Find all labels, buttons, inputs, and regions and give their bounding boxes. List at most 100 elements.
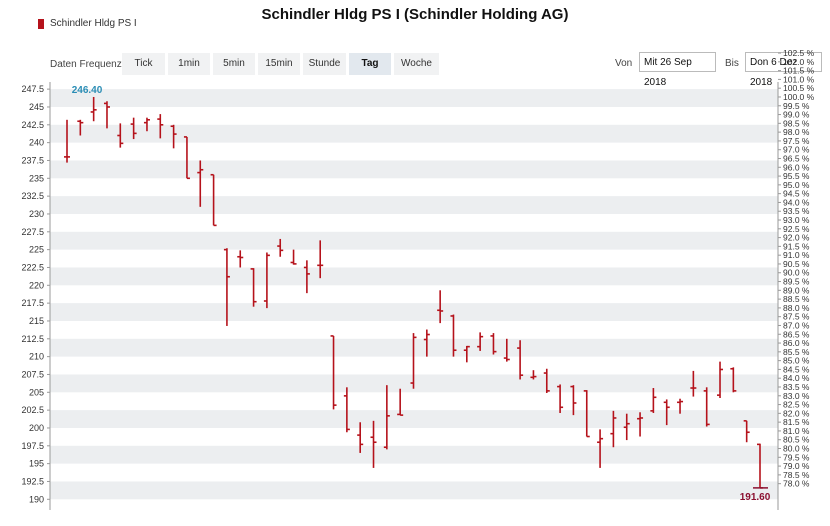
pct-tick-label: 102.5 % xyxy=(783,48,815,58)
y-tick-label: 232.5 xyxy=(21,191,44,201)
from-date-input[interactable]: Mit 26 Sep 2018 xyxy=(639,52,716,88)
to-date-input[interactable]: Don 6 Dez 2018 xyxy=(745,52,822,88)
grid-band xyxy=(50,160,778,179)
ohlc-bar xyxy=(183,136,190,180)
pct-tick-label: 89.0 % xyxy=(783,285,810,295)
y-tick-label: 200 xyxy=(29,423,44,433)
y-tick-label: 245 xyxy=(29,102,44,112)
ohlc-bar xyxy=(64,119,70,163)
grid-band xyxy=(50,124,778,143)
y-tick-label: 215 xyxy=(29,316,44,326)
ohlc-bar xyxy=(517,340,524,380)
y-tick-label: 225 xyxy=(29,245,44,255)
ohlc-bar xyxy=(383,385,390,450)
y-tick-label: 210 xyxy=(29,352,44,362)
pct-tick-label: 96.0 % xyxy=(783,162,810,172)
ohlc-bar xyxy=(677,398,684,414)
grid-band xyxy=(50,196,778,214)
min-value-label: 191.60 xyxy=(740,492,771,503)
legend-swatch xyxy=(38,18,44,29)
pct-tick-label: 86.0 % xyxy=(783,338,810,348)
ohlc-bar xyxy=(157,114,164,139)
pct-tick-label: 79.5 % xyxy=(783,452,810,462)
pct-tick-label: 87.5 % xyxy=(783,312,810,322)
pct-tick-label: 88.0 % xyxy=(783,303,810,313)
ohlc-bar xyxy=(77,119,84,136)
max-value-label: 246.40 xyxy=(72,85,103,96)
ohlc-bar xyxy=(503,338,510,362)
grid-band xyxy=(50,445,778,464)
pct-tick-label: 86.5 % xyxy=(783,329,810,339)
ohlc-bar xyxy=(450,314,457,357)
pct-tick-label: 82.0 % xyxy=(783,408,810,418)
ohlc-bar xyxy=(637,412,644,437)
ohlc-bar xyxy=(570,385,577,416)
y-tick-label: 202.5 xyxy=(21,405,44,415)
frequency-label: Daten Frequenz xyxy=(50,59,122,70)
frequency-tabs: Tick 1min 5min 15min Stunde Tag Woche xyxy=(122,53,439,75)
pct-tick-label: 78.0 % xyxy=(783,479,810,489)
tab-woche[interactable]: Woche xyxy=(394,53,439,75)
tab-15min[interactable]: 15min xyxy=(258,53,300,75)
ohlc-bar xyxy=(410,333,417,389)
ohlc-bar xyxy=(117,123,124,148)
tab-stunde[interactable]: Stunde xyxy=(303,53,346,75)
ohlc-bar xyxy=(370,420,377,468)
ohlc-bar xyxy=(530,370,537,380)
tab-1min[interactable]: 1min xyxy=(168,53,210,75)
y-tick-label: 247.5 xyxy=(21,84,44,94)
ohlc-bar xyxy=(290,249,297,265)
pct-tick-label: 99.5 % xyxy=(783,101,810,111)
to-label: Bis xyxy=(725,58,739,69)
ohlc-bar xyxy=(397,388,404,416)
y-tick-label: 205 xyxy=(29,387,44,397)
ohlc-bar xyxy=(490,333,497,355)
pct-tick-label: 97.0 % xyxy=(783,145,810,155)
y-tick-label: 212.5 xyxy=(21,334,44,344)
ohlc-bar xyxy=(250,268,257,307)
y-tick-label: 195 xyxy=(29,459,44,469)
pct-tick-label: 100.5 % xyxy=(783,83,815,93)
ohlc-bar xyxy=(703,387,710,427)
ohlc-bar xyxy=(477,332,484,351)
pct-tick-label: 89.5 % xyxy=(783,277,810,287)
y-tick-label: 240 xyxy=(29,138,44,148)
tab-5min[interactable]: 5min xyxy=(213,53,255,75)
pct-tick-label: 100.0 % xyxy=(783,92,815,102)
pct-tick-label: 84.5 % xyxy=(783,364,810,374)
ohlc-bar xyxy=(143,117,150,132)
ohlc-bar xyxy=(557,384,564,413)
ohlc-bar xyxy=(277,238,284,257)
y-tick-label: 242.5 xyxy=(21,120,44,130)
pct-tick-label: 83.5 % xyxy=(783,382,810,392)
grid-band xyxy=(50,481,778,500)
ohlc-bar xyxy=(303,260,310,294)
tab-tag[interactable]: Tag xyxy=(349,53,391,75)
ohlc-bar xyxy=(197,160,204,207)
ohlc-bar xyxy=(423,329,430,357)
ohlc-bar xyxy=(330,335,337,410)
pct-tick-label: 85.0 % xyxy=(783,356,810,366)
y-tick-label: 230 xyxy=(29,209,44,219)
ohlc-bar xyxy=(717,361,724,399)
ohlc-bar xyxy=(730,367,737,393)
y-tick-label: 190 xyxy=(29,494,44,504)
ohlc-bar xyxy=(170,124,177,149)
tab-tick[interactable]: Tick xyxy=(122,53,165,75)
pct-tick-label: 82.5 % xyxy=(783,400,810,410)
ohlc-bar xyxy=(103,101,110,129)
ohlc-bar xyxy=(343,387,350,433)
y-tick-label: 192.5 xyxy=(21,476,44,486)
legend: Schindler Hldg PS I xyxy=(38,18,137,29)
y-tick-label: 237.5 xyxy=(21,155,44,165)
ohlc-bar xyxy=(357,422,364,453)
pct-tick-label: 81.0 % xyxy=(783,426,810,436)
pct-tick-label: 84.0 % xyxy=(783,373,810,383)
ohlc-bar xyxy=(623,413,630,441)
ohlc-bar xyxy=(223,248,230,326)
ohlc-bar xyxy=(743,420,750,443)
grid-band xyxy=(50,303,778,321)
ohlc-bar xyxy=(437,290,444,324)
ohlc-bar xyxy=(583,390,590,438)
y-tick-label: 235 xyxy=(29,173,44,183)
